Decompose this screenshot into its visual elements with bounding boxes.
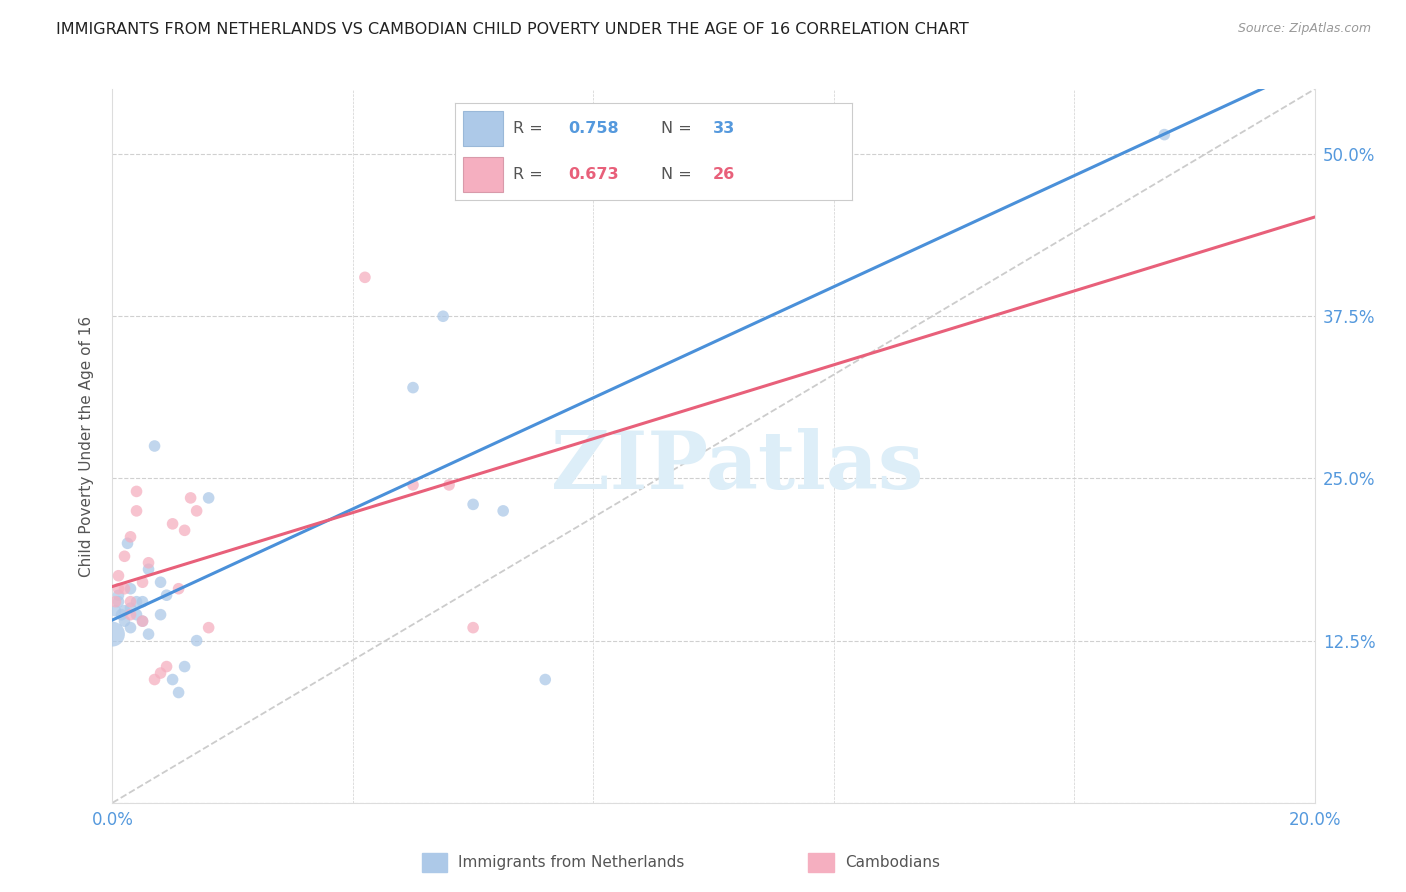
Point <box>120 621 142 635</box>
Point <box>114 604 136 618</box>
Point <box>107 582 129 596</box>
Point <box>125 607 148 622</box>
Point <box>162 516 184 531</box>
Point <box>120 582 142 596</box>
Point <box>432 310 454 324</box>
Point <box>138 556 160 570</box>
Point <box>162 673 184 687</box>
Text: IMMIGRANTS FROM NETHERLANDS VS CAMBODIAN CHILD POVERTY UNDER THE AGE OF 16 CORRE: IMMIGRANTS FROM NETHERLANDS VS CAMBODIAN… <box>56 22 969 37</box>
Text: ZIPatlas: ZIPatlas <box>551 428 924 507</box>
Point <box>107 595 129 609</box>
Point <box>143 673 166 687</box>
Point <box>114 614 136 628</box>
Point <box>437 478 460 492</box>
Point <box>461 621 484 635</box>
Point <box>461 497 484 511</box>
Point <box>104 604 127 618</box>
Point <box>131 595 153 609</box>
Point <box>110 607 132 622</box>
Point <box>173 524 195 538</box>
Text: Source: ZipAtlas.com: Source: ZipAtlas.com <box>1237 22 1371 36</box>
Point <box>149 607 172 622</box>
Point <box>117 536 139 550</box>
Point <box>125 595 148 609</box>
Text: Immigrants from Netherlands: Immigrants from Netherlands <box>458 855 685 870</box>
Point <box>197 621 219 635</box>
Point <box>149 666 172 681</box>
Point <box>149 575 172 590</box>
Point <box>125 484 148 499</box>
Point <box>186 504 208 518</box>
Point <box>131 614 153 628</box>
Point <box>143 439 166 453</box>
Point <box>180 491 202 505</box>
Point <box>402 478 425 492</box>
Point <box>155 659 177 673</box>
Point <box>101 627 124 641</box>
Point <box>197 491 219 505</box>
Point <box>492 504 515 518</box>
Point <box>186 633 208 648</box>
Point <box>131 614 153 628</box>
Point <box>534 673 557 687</box>
Point <box>125 504 148 518</box>
Point <box>354 270 377 285</box>
Point <box>167 582 190 596</box>
Point <box>120 601 142 615</box>
Point <box>138 562 160 576</box>
Point <box>1153 128 1175 142</box>
Point <box>762 173 785 187</box>
Point <box>155 588 177 602</box>
Y-axis label: Child Poverty Under the Age of 16: Child Poverty Under the Age of 16 <box>79 316 94 576</box>
Point <box>173 659 195 673</box>
Point <box>131 575 153 590</box>
Point <box>120 595 142 609</box>
Point <box>167 685 190 699</box>
Point <box>120 530 142 544</box>
Point <box>120 607 142 622</box>
Point <box>138 627 160 641</box>
Text: Cambodians: Cambodians <box>845 855 941 870</box>
Point <box>107 568 129 582</box>
Point <box>402 381 425 395</box>
Point <box>107 588 129 602</box>
Point <box>104 595 127 609</box>
Point <box>114 582 136 596</box>
Point <box>114 549 136 564</box>
